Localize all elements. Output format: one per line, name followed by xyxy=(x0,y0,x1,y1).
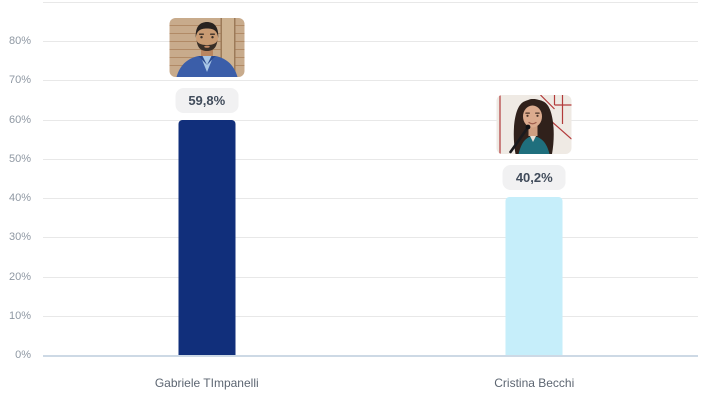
value-badge-2: 40,2% xyxy=(502,165,566,191)
gridline xyxy=(43,2,698,3)
gridline xyxy=(43,198,698,200)
woman-portrait-illustration xyxy=(496,95,572,155)
bar-cristina-becchi[interactable] xyxy=(505,197,563,355)
y-axis-tick-label: 80% xyxy=(8,35,31,48)
y-axis-tick-label: 10% xyxy=(8,309,31,322)
gridline xyxy=(43,80,698,82)
value-badge-1: 59,8% xyxy=(175,88,239,114)
y-axis-tick-label: 50% xyxy=(8,152,31,165)
value-label-1: 59,8% xyxy=(188,93,226,109)
x-axis-baseline xyxy=(43,355,698,357)
gridline xyxy=(43,237,698,239)
category-label-2: Cristina Becchi xyxy=(494,376,575,390)
y-axis-tick-label: 40% xyxy=(8,192,31,205)
y-axis-tick-label: 0% xyxy=(15,349,31,361)
gridline xyxy=(43,276,698,278)
gridline xyxy=(43,158,698,160)
candidate-column-2: 40,2% Cristina Becchi xyxy=(474,0,594,420)
category-label-1: Gabriele TImpanelli xyxy=(154,376,259,390)
gridline xyxy=(43,119,698,121)
y-axis-tick-label: 70% xyxy=(8,74,31,87)
bar-gabriele-timpanelli[interactable] xyxy=(178,120,236,355)
candidate-photo-cristina-becchi xyxy=(496,95,572,155)
gridline xyxy=(43,315,698,317)
gridline xyxy=(43,41,698,43)
man-portrait-illustration xyxy=(169,18,245,78)
value-label-2: 40,2% xyxy=(515,170,553,186)
y-axis-tick-label: 20% xyxy=(8,270,31,283)
y-axis-tick-label: 60% xyxy=(8,113,31,126)
candidate-column-1: 59,8% Gabriele TImpanelli xyxy=(147,0,267,420)
y-axis-tick-label: 30% xyxy=(8,231,31,244)
candidate-photo-gabriele-timpanelli xyxy=(169,18,245,78)
